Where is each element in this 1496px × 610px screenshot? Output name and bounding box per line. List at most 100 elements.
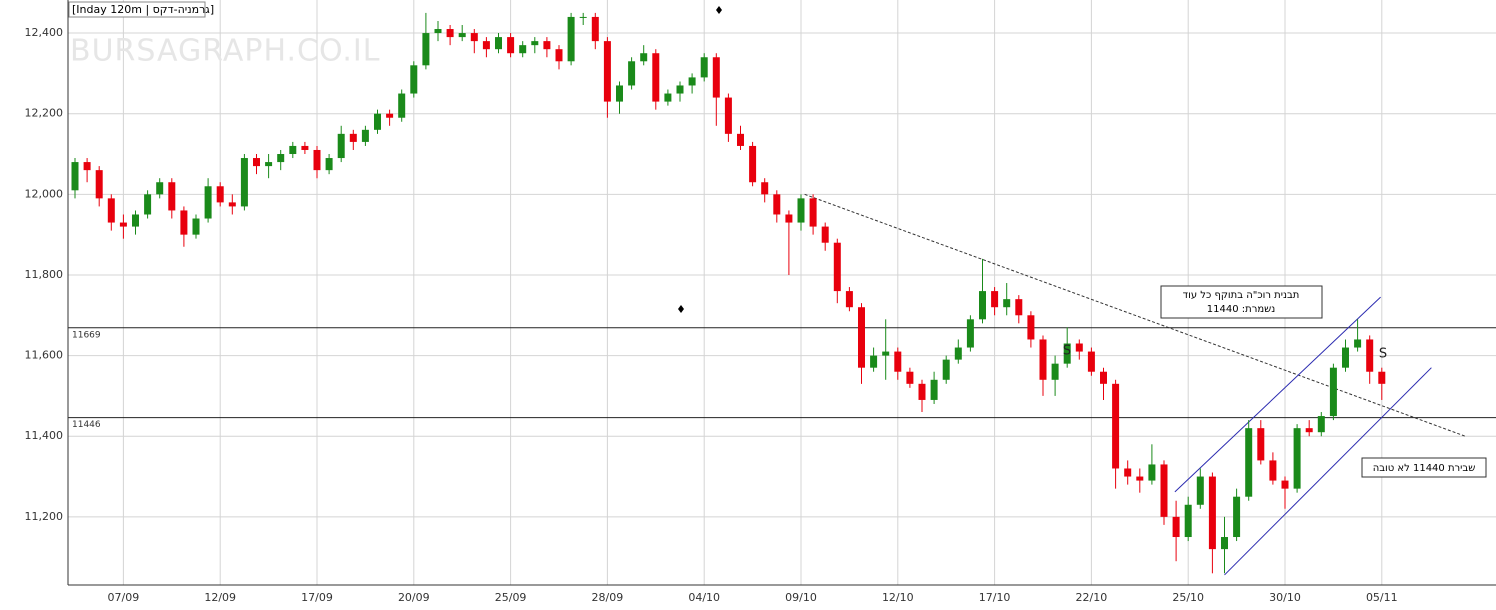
x-tick-label: 12/10 [882, 591, 914, 604]
x-tick-label: 25/09 [495, 591, 527, 604]
candle-body [386, 113, 394, 118]
note-box: שבירת 11440 לא טובה [1361, 457, 1487, 478]
candle-body [555, 49, 563, 62]
candle-body [1112, 383, 1120, 469]
candle-body [954, 347, 962, 360]
plot: 11669 11446 [68, 12, 1496, 576]
candle-body [821, 226, 829, 243]
candle-body [894, 351, 902, 372]
candle-body [107, 198, 115, 223]
title-box [68, 1, 206, 18]
candle-body [482, 41, 490, 50]
candle-body [797, 198, 805, 223]
candle-body [95, 170, 103, 199]
x-tick-label: 25/10 [1172, 591, 1204, 604]
note-text: נשמרת: 11440 [1207, 304, 1275, 315]
note-text: שבירת 11440 לא טובה [1373, 463, 1476, 474]
candle-body [603, 41, 611, 102]
candle-body [434, 29, 442, 34]
candle-body [216, 186, 224, 203]
candle-body [156, 182, 164, 195]
y-tick-label: 11,800 [25, 268, 64, 281]
candle-body [1100, 371, 1107, 384]
trend-line [1224, 367, 1432, 576]
candle-body [301, 145, 309, 150]
y-tick-label: 11,200 [25, 510, 64, 523]
candle-body [579, 16, 587, 18]
candle-body [1221, 537, 1228, 550]
candle-body [1087, 351, 1095, 372]
candle-body [132, 214, 139, 227]
y-tick-label: 11,600 [25, 349, 64, 362]
candle-body [882, 351, 890, 356]
chart-title: [Inday 120m | גרמניה-דקס] [72, 3, 214, 16]
candle-body [325, 158, 333, 171]
candle-body [1172, 516, 1180, 538]
trend-line [804, 193, 1466, 437]
candle-body [724, 97, 732, 134]
candle-body [337, 133, 345, 159]
candle-body [688, 77, 696, 86]
candle-body [144, 194, 152, 215]
candle-body [519, 45, 527, 54]
candle-body [785, 214, 793, 223]
candle-body [845, 291, 853, 308]
candle-body [458, 33, 466, 38]
candle-body [1354, 339, 1362, 348]
x-tick-label: 12/09 [204, 591, 236, 604]
candle-body [591, 16, 599, 42]
marker-s: S [1379, 347, 1387, 362]
candle-body [180, 210, 188, 235]
candle-body [398, 93, 406, 118]
candle-body [313, 149, 321, 171]
candle-body [1281, 480, 1289, 489]
candle-body [1051, 363, 1059, 380]
candle-body [1148, 464, 1156, 481]
candle-body [1329, 367, 1337, 417]
candle-body [1003, 299, 1011, 308]
candle-body [495, 37, 502, 50]
candle-body [1317, 416, 1325, 433]
candle-body [349, 133, 357, 142]
candle-body [1015, 299, 1023, 316]
candle-body [737, 133, 744, 146]
candle-body [1039, 339, 1047, 380]
candle-body [664, 93, 672, 102]
candle-body [1184, 504, 1192, 538]
candle-body [773, 194, 781, 215]
candle-body [410, 65, 418, 94]
y-tick-label: 12,400 [25, 26, 64, 39]
candle-body [1233, 496, 1241, 538]
candle-body [749, 145, 757, 183]
candle-body [1196, 476, 1204, 505]
candle-body [833, 242, 841, 292]
candle-body [543, 41, 551, 50]
candle-body [446, 29, 454, 38]
candle-body [1293, 428, 1301, 489]
level-label: 11446 [72, 420, 101, 430]
candle-body [192, 218, 200, 235]
candle-body [640, 53, 648, 62]
candle-body [265, 162, 273, 167]
candle-body [979, 291, 986, 320]
x-tick-label: 17/09 [301, 591, 333, 604]
candle-body [1063, 343, 1071, 364]
level-label: 11669 [72, 330, 101, 340]
candle-body [277, 154, 285, 163]
candle-body [470, 33, 478, 42]
candle-body [253, 158, 260, 167]
candle-body [712, 57, 720, 98]
candle-body [1269, 460, 1277, 481]
note-text: תבנית רוכ"ה בתוקף כל עוד [1183, 290, 1300, 301]
candle-body [361, 129, 369, 142]
candle-body [1257, 428, 1265, 461]
candle-body [652, 53, 660, 102]
candle-body [616, 85, 623, 102]
candle-body [1342, 347, 1349, 368]
y-tick-label: 12,200 [25, 107, 64, 120]
candle-body [1366, 339, 1374, 372]
candle-body [204, 186, 212, 219]
candle-body [1136, 476, 1144, 481]
candle-body [1245, 428, 1253, 497]
candle-body [1160, 464, 1168, 517]
